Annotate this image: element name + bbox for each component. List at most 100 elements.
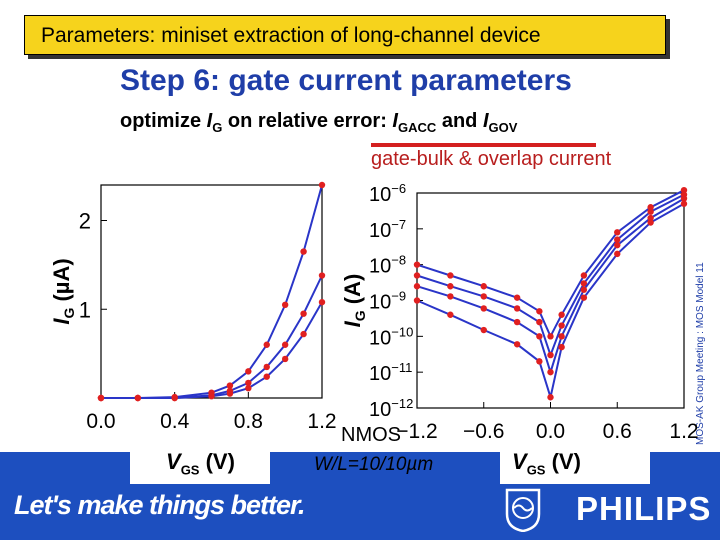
- subtitle-text-1: optimize: [120, 110, 207, 132]
- chart1-series-0-point: [300, 248, 307, 255]
- chart2-series-3-point: [580, 294, 588, 301]
- chart2-series-1-point: [558, 322, 565, 329]
- chart2-series-2-point: [680, 195, 688, 202]
- chart2-series-2-point: [480, 305, 487, 312]
- annotation-label: gate-bulk & overlap current: [371, 148, 612, 170]
- chart2-series-0-point: [647, 204, 654, 211]
- chart2-series-1-line: [416, 193, 685, 359]
- chart1-ytick-label: 1: [79, 297, 91, 322]
- chart2-series-3-point: [513, 341, 521, 348]
- chart1-series-0-point: [245, 368, 252, 375]
- chart2-frame: [416, 192, 685, 409]
- chart1-series-2-point: [281, 355, 289, 363]
- chart1-series-2-line: [101, 301, 323, 399]
- slogan: Let's make things better.: [14, 490, 306, 520]
- chart2-series-1-point: [413, 272, 421, 279]
- chart1-series-1-point: [263, 363, 270, 371]
- chart2-series-1-point: [480, 293, 487, 300]
- chart2-xlabel: VGS (V): [512, 449, 581, 477]
- chart2-series-3-point: [536, 358, 543, 365]
- chart2-series-1-point: [547, 351, 554, 359]
- device-type: NMOS: [341, 424, 401, 446]
- subtitle-var-3: I: [482, 110, 489, 132]
- chart1-ytick-label: 2: [79, 209, 91, 234]
- chart2-series-0-point: [558, 311, 565, 318]
- chart2-series-2-line: [416, 197, 685, 376]
- chart2-ytick-label: 10−6: [369, 181, 406, 206]
- chart1-series-2-point: [171, 394, 178, 402]
- chart1-series-1-point: [300, 310, 307, 317]
- chart1-xtick-label: 1.2: [307, 410, 336, 433]
- chart2-series-3-line: [416, 202, 685, 402]
- chart1-xtick-label: 0.4: [160, 410, 190, 433]
- chart2-series-3-point: [647, 219, 654, 226]
- chart1-series-2-point: [134, 394, 142, 402]
- subtitle: optimize IG on relative error: IGACC and…: [120, 110, 517, 135]
- chart2-series-2-point: [513, 318, 521, 326]
- chart2-series-3-point: [558, 343, 565, 351]
- chart2-xtick-label: −1.2: [396, 420, 437, 443]
- chart2-series-3-point: [480, 326, 487, 334]
- chart1-series-2-point: [263, 373, 270, 380]
- chart2-series-2-point: [547, 368, 554, 376]
- chart2-series-0-line: [416, 189, 685, 339]
- chart2-ytick-label: 10−12: [369, 396, 413, 421]
- chart2-series-1-point: [513, 305, 521, 312]
- chart2-series-1-point: [447, 283, 454, 290]
- chart1-series-0-point: [263, 341, 270, 348]
- subtitle-text-2: on relative error:: [222, 110, 393, 132]
- chart1-series-2-point: [318, 298, 326, 306]
- chart1-xtick-label: 0.0: [86, 410, 115, 433]
- chart2-xtick-label: 1.2: [669, 420, 698, 443]
- chart2-series-2-point: [413, 283, 421, 290]
- subtitle-sub-3: GOV: [488, 120, 518, 135]
- chart2-series-0-point: [513, 294, 521, 301]
- chart2-xtick-label: 0.6: [603, 420, 632, 443]
- chart2-series-3-point: [413, 297, 421, 304]
- step-title: Step 6: gate current parameters: [120, 64, 572, 97]
- chart1-series-2-point: [245, 385, 252, 392]
- chart2-series-2-point: [447, 293, 454, 300]
- chart1-xlabel: VGS (V): [166, 449, 235, 477]
- xlabel-box-right: [500, 440, 650, 484]
- chart1-series-0-point: [318, 181, 326, 189]
- chart2-series-0-point: [614, 229, 621, 236]
- chart2-xtick-label: −0.6: [463, 420, 504, 443]
- chart2-ytick-label: 10−9: [369, 289, 406, 314]
- chart1-series-1-point: [245, 379, 252, 387]
- chart2-series-1-point: [647, 208, 654, 215]
- chart2-series-2-point: [614, 241, 621, 249]
- brand-logo: PHILIPS: [576, 490, 712, 527]
- chart2-series-2-point: [558, 333, 565, 340]
- chart1-series-2-point: [300, 330, 307, 338]
- chart1-series-2-point: [226, 390, 234, 397]
- chart1-series-2-point: [97, 394, 105, 402]
- chart1-series-0-point: [226, 382, 234, 389]
- chart2-series-0-point: [580, 272, 588, 279]
- chart2-series-2-point: [536, 333, 543, 340]
- subtitle-sub-2: GACC: [397, 120, 437, 135]
- chart2-series-0-point: [547, 333, 554, 340]
- chart2-ylabel: IG (A): [340, 274, 368, 328]
- chart1-series-2-point: [208, 393, 215, 400]
- header-bar: Parameters: miniset extraction of long-c…: [24, 15, 666, 55]
- annotation-underline: [371, 143, 596, 147]
- chart1-xtick-label: 0.8: [234, 410, 263, 433]
- chart1-series-1-point: [281, 341, 289, 348]
- subtitle-text-3: and: [436, 110, 483, 132]
- header-title: Parameters: miniset extraction of long-c…: [41, 24, 541, 47]
- chart1-series-0-line: [101, 184, 323, 399]
- chart2-xtick-label: 0.0: [536, 420, 565, 443]
- chart1-series-1-point: [318, 272, 326, 279]
- chart2-series-3-point: [680, 200, 688, 207]
- chart2-series-0-point: [680, 186, 688, 194]
- chart2-series-3-point: [614, 250, 621, 258]
- chart2-series-1-point: [580, 280, 588, 287]
- chart2-xlabel-var: V: [512, 449, 527, 474]
- device-geometry: W/L=10/10µm: [314, 454, 434, 475]
- chart1-xlabel-sub: GS: [180, 462, 200, 478]
- chart2-series-0-point: [447, 272, 454, 279]
- chart1-xlabel-var: V: [166, 449, 181, 474]
- chart2-series-3-point: [447, 311, 454, 318]
